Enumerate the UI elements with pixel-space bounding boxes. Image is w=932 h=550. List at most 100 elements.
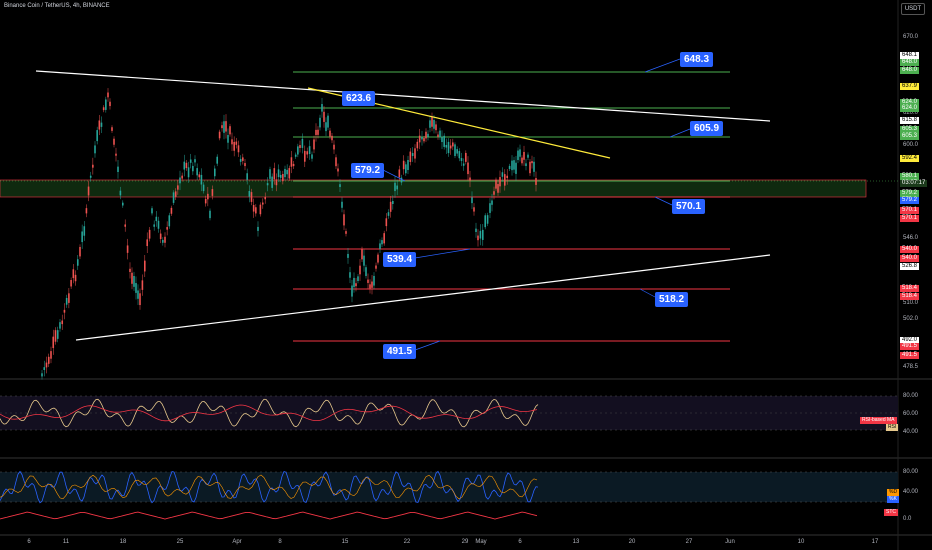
candle-body — [168, 215, 171, 227]
candle-body — [96, 130, 98, 142]
candle-body — [479, 230, 482, 239]
pl-491-5b: 491.5 — [900, 352, 920, 359]
candle-body — [341, 201, 343, 208]
pl-648-0b: 648.0 — [900, 67, 920, 74]
candle-body — [47, 356, 50, 364]
candle-body — [414, 148, 416, 159]
time-tick: 22 — [403, 539, 411, 545]
label-570-1[interactable]: 570.1 — [672, 199, 706, 214]
candle-body — [491, 200, 493, 205]
candle-body — [519, 149, 521, 157]
candle-body — [45, 362, 48, 368]
candle-body — [111, 127, 113, 131]
candle-body — [402, 160, 405, 170]
candle-body — [421, 137, 423, 140]
candle-body — [343, 214, 345, 226]
candle-body — [196, 168, 198, 176]
candle-body — [315, 129, 317, 135]
candle-body — [227, 135, 229, 143]
candle-body — [117, 166, 119, 173]
candle-body — [473, 207, 475, 212]
connector — [414, 340, 441, 351]
stc-label: STC — [884, 509, 898, 516]
candle-body — [229, 126, 231, 135]
stoch-d-line — [0, 474, 538, 500]
time-tick: 27 — [685, 539, 693, 545]
candle-body — [394, 182, 396, 192]
candle-body — [454, 144, 456, 157]
candle-body — [299, 145, 301, 149]
candle-body — [489, 203, 491, 213]
candle-body — [431, 117, 433, 127]
candle-body — [202, 184, 205, 192]
candle-body — [452, 142, 454, 147]
candle-body — [365, 267, 367, 276]
candle-body — [109, 101, 111, 107]
label-539-4[interactable]: 539.4 — [383, 252, 417, 267]
candle-body — [441, 137, 443, 143]
candle-body — [113, 138, 115, 145]
candle-body — [504, 174, 506, 186]
label-648-3[interactable]: 648.3 — [680, 52, 714, 67]
label-518-2[interactable]: 518.2 — [655, 292, 689, 307]
candle-body — [347, 253, 349, 258]
candle-body — [282, 174, 284, 182]
candle-body — [207, 193, 209, 200]
candle-body — [214, 168, 216, 177]
label-623-6[interactable]: 623.6 — [342, 91, 376, 106]
pl-615-8: 615.8 — [900, 117, 920, 124]
candle-body — [379, 243, 381, 249]
candle-body — [529, 161, 531, 174]
candle-body — [85, 208, 88, 214]
candle-body — [129, 268, 131, 272]
lower-trendline[interactable] — [75, 254, 771, 341]
pl-579-2b: 579.2 — [900, 197, 920, 204]
candle-body — [353, 277, 355, 288]
candle-body — [122, 202, 124, 206]
candle-body — [43, 367, 46, 370]
candle-body — [290, 157, 293, 167]
candle-body — [361, 249, 363, 260]
candle-body — [416, 141, 419, 149]
candle-body — [323, 111, 325, 122]
label-579-2[interactable]: 579.2 — [351, 163, 385, 178]
candle-body — [329, 130, 331, 137]
stoch-tick: 0.0 — [903, 516, 912, 522]
candle-body — [533, 161, 535, 172]
candle-body — [313, 139, 315, 150]
axis-tick: 670.0 — [903, 34, 919, 40]
candle-body — [65, 297, 68, 305]
candle-body — [383, 233, 385, 244]
upper-trendline[interactable] — [35, 70, 771, 122]
candle-body — [155, 216, 158, 222]
label-605-9[interactable]: 605.9 — [690, 121, 724, 136]
time-tick: 17 — [871, 539, 879, 545]
candle-body — [405, 164, 407, 174]
candle-body — [257, 226, 259, 231]
candle-body — [449, 145, 452, 149]
candle-body — [511, 160, 513, 171]
candle-body — [513, 160, 515, 170]
candle-body — [54, 330, 57, 342]
candle-body — [345, 231, 347, 234]
candle-body — [407, 159, 409, 170]
candle-body — [333, 144, 335, 150]
connector — [669, 128, 691, 138]
symbol-title[interactable]: Binance Coin / TetherUS, 4h, BINANCE — [4, 3, 110, 9]
candle-body — [355, 283, 357, 287]
candle-body — [462, 163, 465, 166]
candle-body — [61, 320, 64, 325]
candle-body — [467, 162, 469, 175]
connector — [414, 248, 471, 259]
currency-button[interactable]: USDT — [901, 3, 925, 15]
candle-body — [306, 151, 308, 155]
candle-body — [351, 285, 353, 297]
candle-body — [89, 175, 92, 178]
pl-492-0: 492.0 — [900, 337, 920, 344]
label-491-5[interactable]: 491.5 — [383, 344, 417, 359]
candle-body — [308, 146, 311, 154]
candle-body — [221, 125, 223, 129]
candle-body — [105, 99, 107, 110]
candle-body — [292, 163, 295, 167]
